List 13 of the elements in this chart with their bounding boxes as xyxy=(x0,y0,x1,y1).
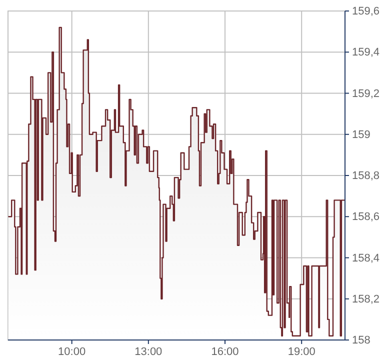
y-tick-label: 158 xyxy=(352,334,370,347)
y-tick-label: 159,2 xyxy=(352,88,380,100)
x-tick-label: 13:00 xyxy=(134,346,162,358)
y-tick-label: 158,4 xyxy=(352,252,380,264)
x-tick-label: 10:00 xyxy=(58,346,86,358)
y-tick-label: 159,6 xyxy=(352,6,380,18)
y-tick-label: 158,8 xyxy=(352,170,380,182)
y-tick-label: 159 xyxy=(352,128,370,141)
y-tick-label: 159,4 xyxy=(352,46,380,59)
x-tick-label: 16:00 xyxy=(211,346,239,358)
y-tick-label: 158,6 xyxy=(352,211,380,224)
x-tick-label: 19:00 xyxy=(288,346,316,358)
y-tick-label: 158,2 xyxy=(352,293,380,306)
